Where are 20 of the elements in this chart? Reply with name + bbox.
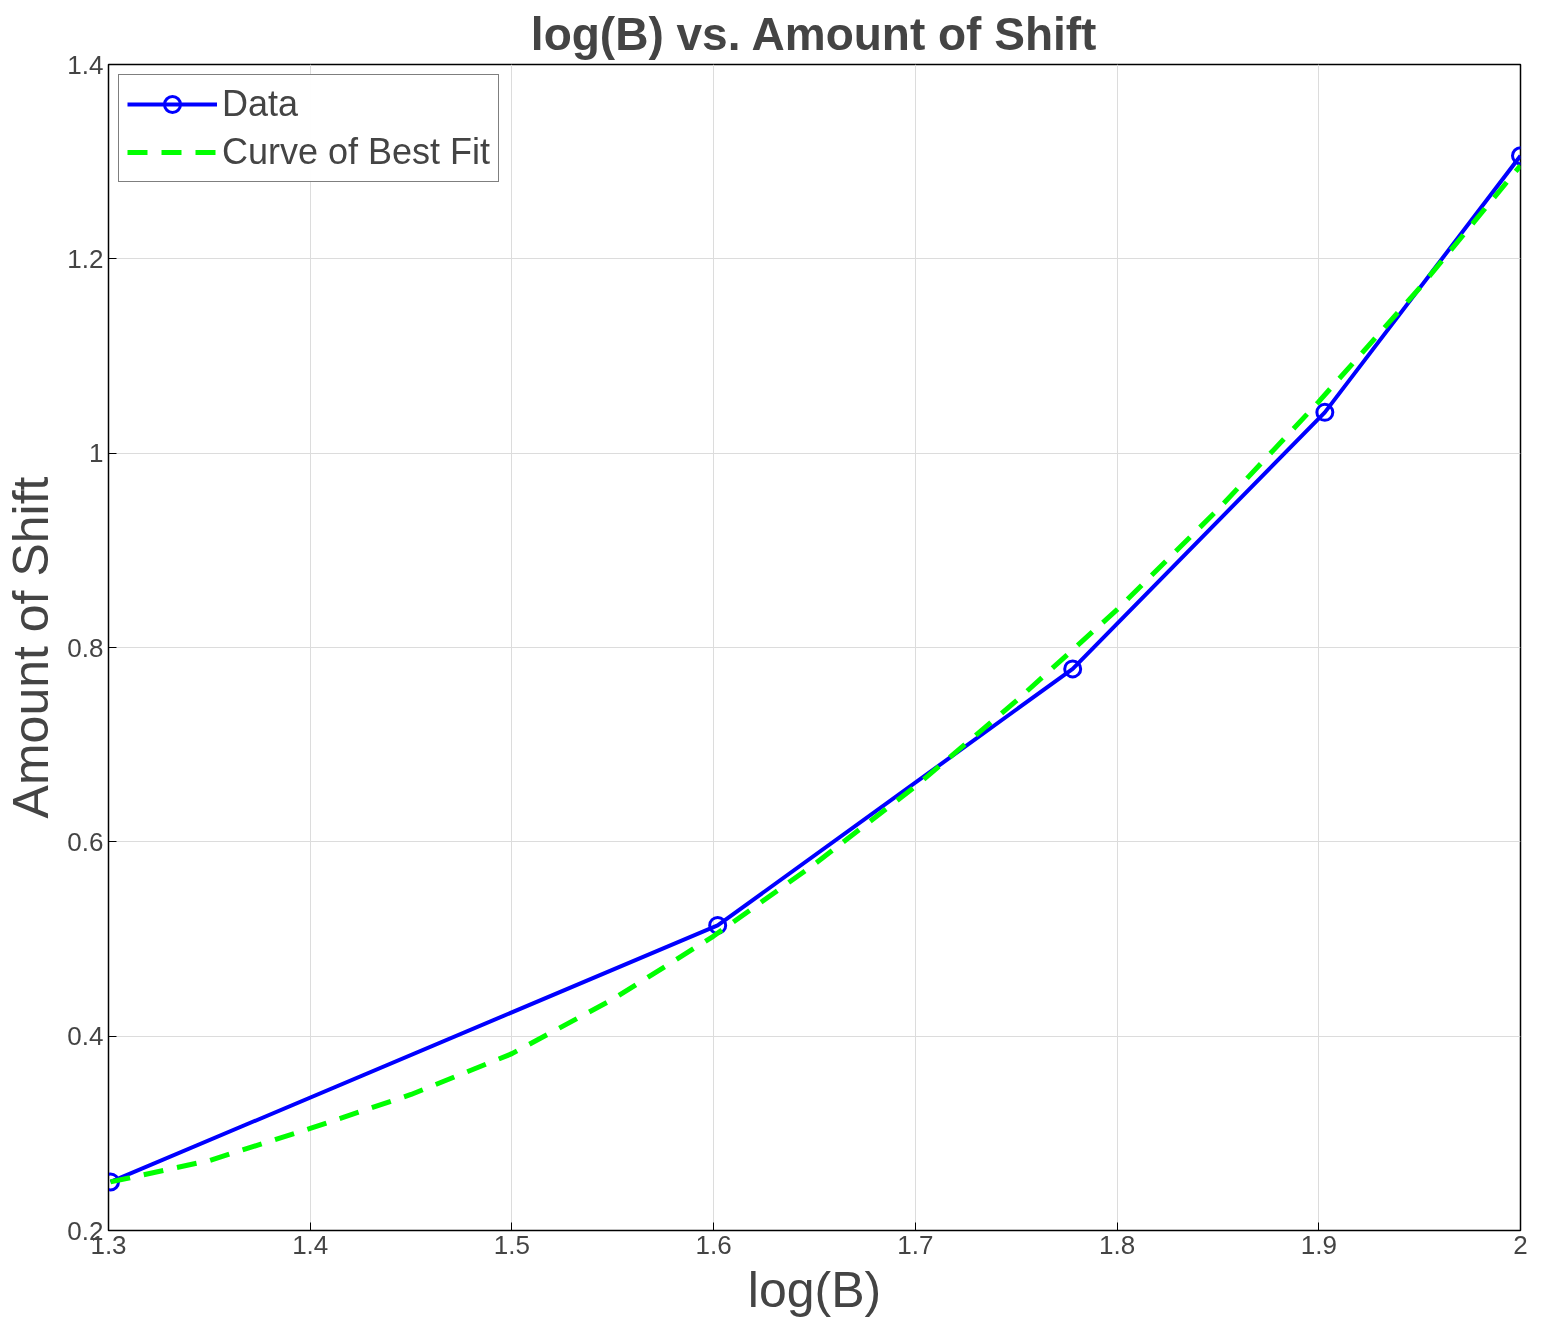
y-tick-label: 0.6 [67, 826, 104, 857]
x-tick-label: 1.4 [292, 1229, 329, 1260]
y-tick-label: 1.4 [67, 49, 104, 80]
point [1063, 659, 1083, 679]
y-tick-label: 1 [89, 438, 104, 469]
x-axis-title: log(B) [747, 1261, 882, 1318]
point [1315, 402, 1335, 422]
x-tick-label: 2 [1513, 1229, 1528, 1260]
legend-label: Data [222, 83, 299, 125]
x-tick-label: 1.9 [1300, 1229, 1337, 1260]
legend-label: Curve of Best Fit [222, 131, 491, 173]
x-tick-label: 1.5 [493, 1229, 531, 1260]
chart-title: log(B) vs. Amount of Shift [530, 7, 1097, 60]
y-tick-label: 0.4 [67, 1021, 104, 1052]
y-tick-label: 0.8 [67, 632, 104, 663]
x-tick-label: 1.8 [1099, 1229, 1136, 1260]
x-tick-label: 1.7 [897, 1229, 934, 1260]
y-tick-label: 1.2 [67, 243, 104, 274]
y-axis-title: Amount of Shift [3, 476, 60, 819]
x-tick-label: 1.6 [695, 1229, 732, 1260]
